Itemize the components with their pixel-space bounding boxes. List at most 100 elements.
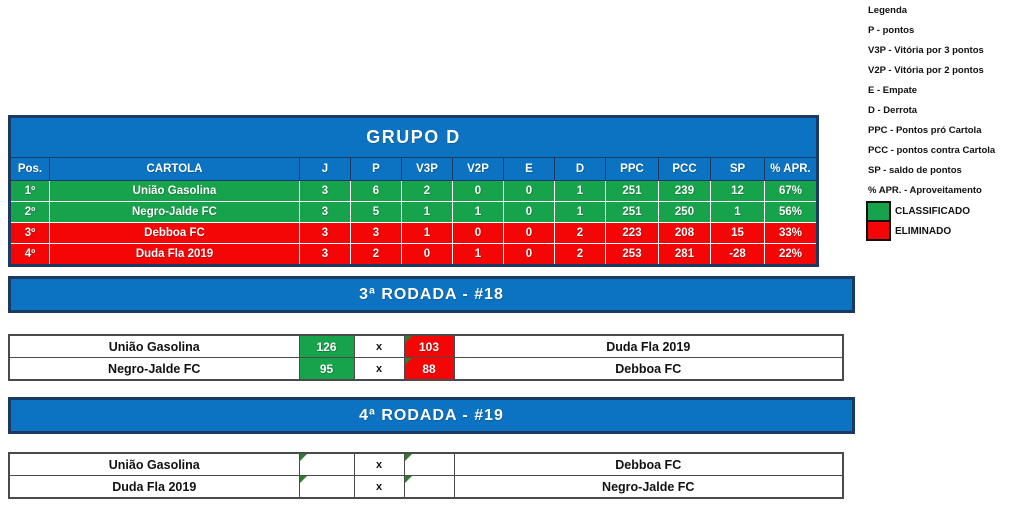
column-header-cartola: CARTOLA [49,157,300,181]
corner-triangle-icon [405,454,412,461]
round-4-title: 4ª RODADA - #19 [359,406,504,424]
round-4-header-bar: 4ª RODADA - #19 [8,397,855,434]
home-team-cell: Negro-Jalde FC [8,357,300,381]
group-title: GRUPO D [9,116,818,158]
team-cell: Negro-Jalde FC [49,201,300,223]
column-header-j: J [299,157,351,181]
away-score-input-cell[interactable] [403,452,455,476]
home-team-cell: Duda Fla 2019 [8,475,300,499]
legend-item-ppc: PPC - Pontos pró Cartola [868,125,982,136]
table-row-3: 3º Debboa FC 3 3 1 0 0 2 223 208 15 33% [9,222,819,244]
away-team-cell: Duda Fla 2019 [453,334,844,358]
vs-cell: x [353,452,405,476]
legend-item-apr: % APR. - Aproveitamento [868,185,982,196]
corner-triangle-icon [300,454,307,461]
legend-item-sp: SP - saldo de pontos [868,165,962,176]
home-score-input-cell[interactable] [298,452,355,476]
home-score-input-cell[interactable] [298,475,355,499]
v2p-cell: 0 [452,180,504,202]
e-cell: 0 [503,222,555,244]
column-header-p: P [350,157,402,181]
v3p-cell: 1 [401,201,453,223]
round-3-title: 3ª RODADA - #18 [359,285,504,303]
apr-cell: 33% [763,222,819,244]
away-team-cell: Negro-Jalde FC [453,475,844,499]
d-cell: 1 [554,201,606,223]
legend-item-v3p: V3P - Vitória por 3 pontos [868,45,984,56]
ppc-cell: 253 [605,243,659,266]
corner-triangle-icon [405,476,412,483]
round-4-matches-table: União Gasolina x Debboa FC Duda Fla 2019… [8,452,844,499]
away-team-cell: Debboa FC [453,357,844,381]
table-row-4: 4º Duda Fla 2019 3 2 0 1 0 2 253 281 -28… [9,243,819,266]
team-cell: União Gasolina [49,180,300,202]
column-header-e: E [503,157,555,181]
j-cell: 3 [299,180,351,202]
classified-label: CLASSIFICADO [895,206,970,217]
corner-triangle-icon [300,476,307,483]
e-cell: 0 [503,180,555,202]
column-header-sp: SP [710,157,765,181]
legend-item-e: E - Empate [868,85,918,96]
ppc-cell: 223 [605,222,659,244]
apr-cell: 67% [763,180,819,202]
legend-item-pcc: PCC - pontos contra Cartola [868,145,996,156]
home-team-cell: União Gasolina [8,452,300,476]
round-3-header-bar: 3ª RODADA - #18 [8,276,855,313]
column-header-row: Pos. CARTOLA J P V3P V2P E D PPC PCC SP … [9,157,819,181]
d-cell: 2 [554,222,606,244]
legend-item-p: P - pontos [868,25,915,36]
e-cell: 0 [503,243,555,266]
ppc-cell: 251 [605,180,659,202]
p-cell: 2 [350,243,402,266]
classified-swatch-icon [866,201,891,222]
team-cell: Debboa FC [49,222,300,244]
pcc-cell: 250 [658,201,711,223]
table-row-2: 2º Negro-Jalde FC 3 5 1 1 0 1 251 250 1 … [9,201,819,223]
vs-cell: x [353,475,405,499]
round-3-matches-table: União Gasolina 126 x 103 Duda Fla 2019 N… [8,334,844,381]
column-header-pos: Pos. [9,157,50,181]
away-score-cell: 88 [403,357,455,381]
e-cell: 0 [503,201,555,223]
pos-cell: 1º [9,180,50,202]
legend-item-d: D - Derrota [868,105,918,116]
legend: Legenda P - pontos V3P - Vitória por 3 p… [866,1,1024,241]
group-standings-table: GRUPO D Pos. CARTOLA J P V3P V2P E D PPC… [8,115,820,267]
column-header-apr: % APR. [763,157,819,181]
sp-cell: 12 [710,180,765,202]
away-score-input-cell[interactable] [403,475,455,499]
legend-title: Legenda [868,5,908,16]
v3p-cell: 0 [401,243,453,266]
column-header-ppc: PPC [605,157,659,181]
corner-triangle-icon [405,358,412,365]
eliminated-label: ELIMINADO [895,226,952,237]
ppc-cell: 251 [605,201,659,223]
home-score-cell: 95 [298,357,355,381]
pcc-cell: 281 [658,243,711,266]
apr-cell: 22% [763,243,819,266]
v2p-cell: 1 [452,201,504,223]
d-cell: 1 [554,180,606,202]
vs-cell: x [353,357,405,381]
column-header-d: D [554,157,606,181]
legend-item-v2p: V2P - Vitória por 2 pontos [868,65,984,76]
v2p-cell: 1 [452,243,504,266]
corner-triangle-icon [405,336,412,343]
j-cell: 3 [299,243,351,266]
pos-cell: 4º [9,243,50,266]
sp-cell: 1 [710,201,765,223]
sp-cell: 15 [710,222,765,244]
v3p-cell: 2 [401,180,453,202]
column-header-v2p: V2P [452,157,504,181]
group-title-row: GRUPO D [9,116,818,158]
vs-cell: x [353,334,405,358]
match-row: Negro-Jalde FC 95 x 88 Debboa FC [8,357,844,381]
apr-cell: 56% [763,201,819,223]
table-row-1: 1º União Gasolina 3 6 2 0 0 1 251 239 12… [9,180,819,202]
team-cell: Duda Fla 2019 [49,243,300,266]
home-score-cell: 126 [298,334,355,358]
away-score-cell: 103 [403,334,455,358]
home-team-cell: União Gasolina [8,334,300,358]
match-row: Duda Fla 2019 x Negro-Jalde FC [8,475,844,499]
